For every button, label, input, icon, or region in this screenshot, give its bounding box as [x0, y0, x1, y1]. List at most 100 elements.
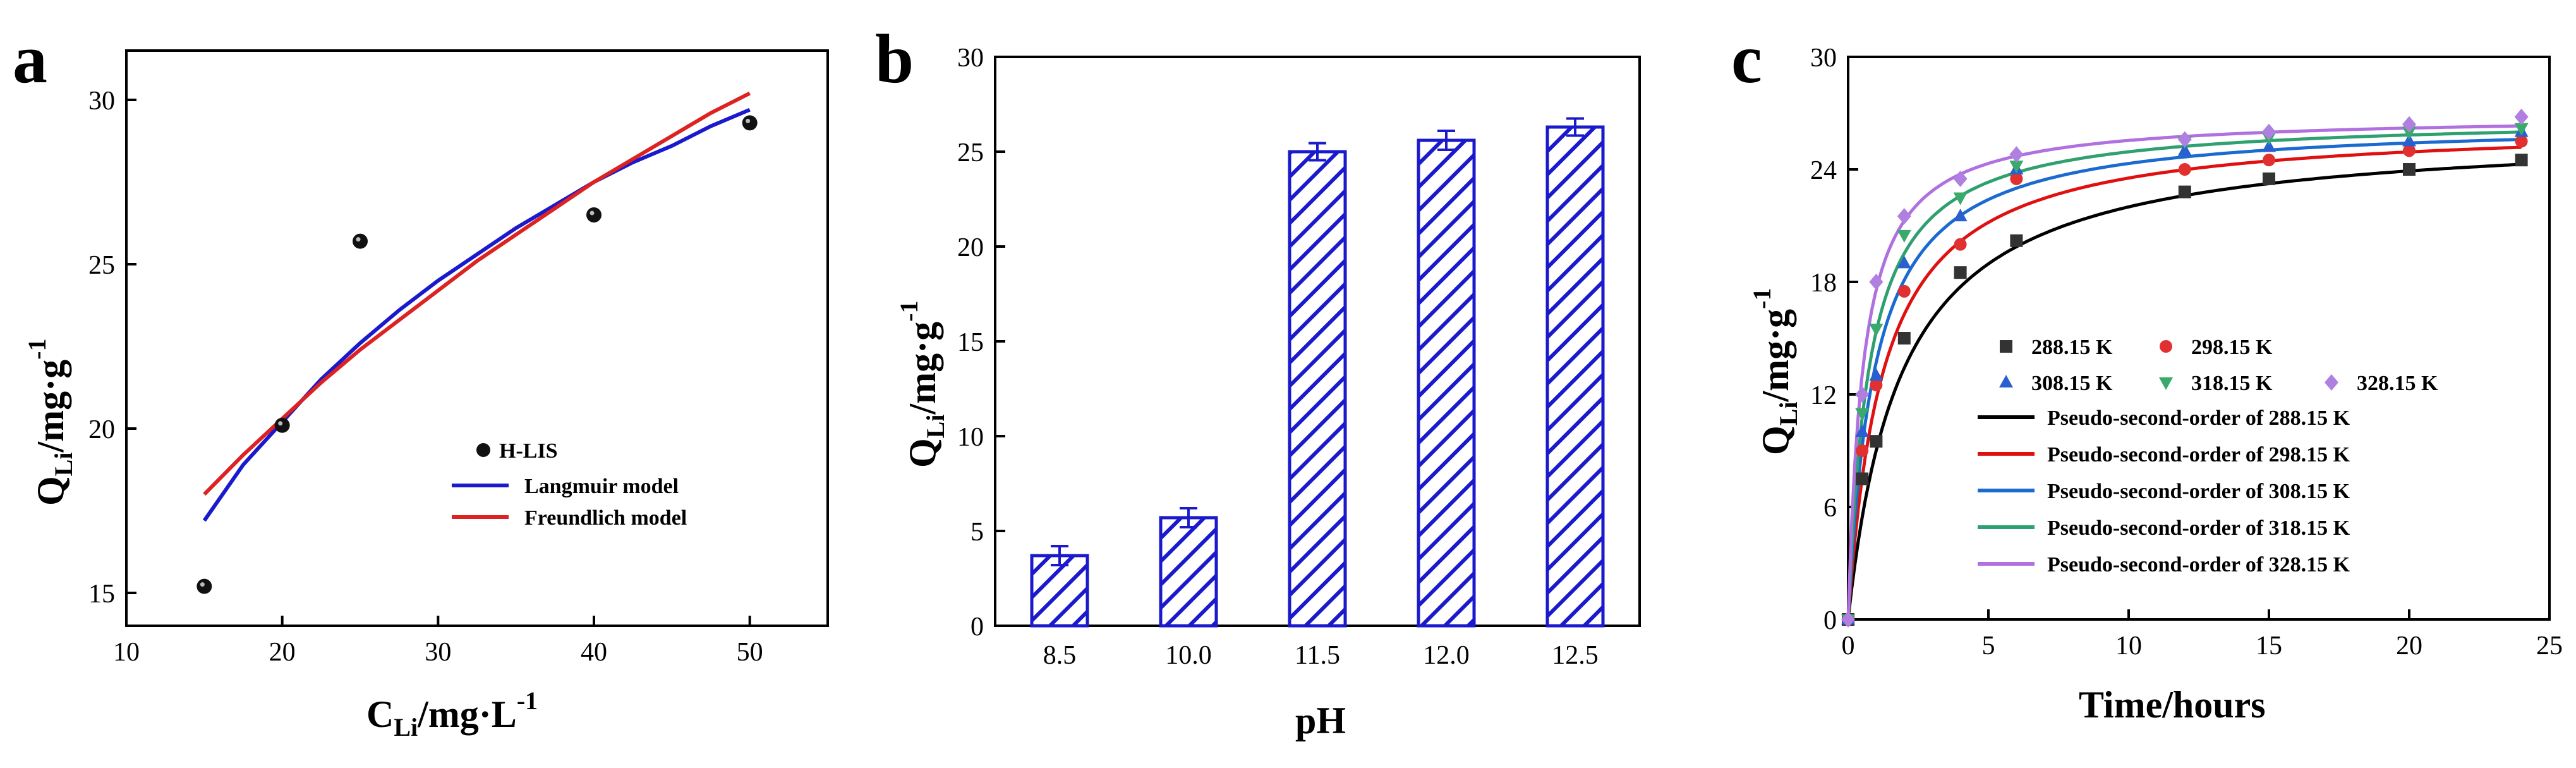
data-point [1856, 444, 1869, 457]
data-point [1953, 192, 1968, 205]
data-point [2402, 133, 2416, 147]
panel-a: a 10 20 30 40 50 15 20 25 30 CLi/mg·L-1 QLi/mg·g… [13, 20, 829, 741]
data-point [1897, 255, 1911, 269]
data-point-highlight [746, 118, 751, 123]
data-point [2514, 108, 2529, 125]
panel-a-frame [125, 49, 829, 627]
legend-label: 328.15 K [2357, 372, 2438, 395]
x-tick-label: 20 [2396, 631, 2422, 661]
data-point [1897, 229, 1911, 243]
panel-c-y-axis-title: QLi/mg·g-1 [1748, 288, 1803, 455]
data-point [1855, 386, 1870, 403]
legend-label: 298.15 K [2191, 336, 2273, 359]
x-tick-label: 30 [425, 638, 451, 667]
data-point-highlight [356, 237, 361, 242]
x-tick-label: 8.5 [1043, 641, 1077, 670]
y-tick-label: 25 [88, 251, 115, 280]
data-point [1897, 284, 1911, 298]
x-tick-label: 20 [269, 638, 296, 667]
panel-c: c 0 5 10 15 20 25 0 6 12 18 24 30 Time/hours QLi/mg… [1731, 20, 2563, 726]
panel-b-letter: b [875, 20, 914, 97]
bar [1159, 516, 1218, 628]
y-tick-label: 30 [1810, 44, 1837, 73]
legend-label: Pseudo-second-order of 308.15 K [2047, 480, 2350, 503]
data-point [2178, 163, 2191, 176]
legend-marker [2159, 377, 2173, 390]
panel-a-y-axis-title: QLi/mg·g-1 [23, 339, 78, 506]
y-tick-label: 0 [971, 613, 984, 642]
data-point [2402, 126, 2416, 140]
panel-c-plot-area [1841, 108, 2529, 628]
x-tick-label: 11.5 [1295, 641, 1340, 670]
panel-c-axes: 0 5 10 15 20 25 0 6 12 18 24 30 [1810, 44, 2563, 661]
legend-langmuir-label: Langmuir model [524, 475, 679, 498]
y-tick-label: 24 [1810, 156, 1837, 185]
panel-b: b 0 5 10 15 20 25 30 8.5 10.0 11.5 12.0 12.5 pH QLi… [875, 20, 1641, 741]
data-point [1870, 379, 1883, 392]
panel-a-legend: H-LIS Langmuir model Freundlich model [452, 439, 687, 530]
y-tick-label: 15 [957, 328, 984, 357]
data-point [1869, 324, 1884, 337]
legend-marker [2160, 340, 2172, 353]
data-point [2402, 116, 2416, 133]
panel-a-x-axis-title: CLi/mg·L-1 [366, 686, 538, 741]
data-point [2514, 123, 2529, 136]
y-tick-label: 30 [88, 87, 115, 116]
data-point [2262, 139, 2276, 152]
y-tick-label: 20 [88, 415, 115, 444]
data-point [1869, 274, 1884, 290]
data-point-highlight [590, 210, 595, 216]
y-tick-label: 18 [1810, 269, 1837, 298]
panel-c-x-axis-title: Time/hours [2079, 684, 2266, 726]
data-point [1855, 424, 1870, 437]
y-tick-label: 6 [1823, 494, 1837, 523]
data-point [2009, 146, 2024, 163]
bar [1417, 138, 1476, 628]
data-point [2010, 172, 2023, 185]
y-tick-label: 25 [957, 138, 984, 168]
legend-label: 308.15 K [2031, 372, 2113, 395]
panel-b-x-axis-title: pH [1295, 700, 1346, 741]
legend-label: Pseudo-second-order of 318.15 K [2047, 516, 2350, 540]
data-point-highlight [278, 421, 283, 426]
data-point [742, 115, 758, 131]
panel-c-letter: c [1731, 20, 1762, 97]
data-point-highlight [200, 582, 205, 587]
data-point [274, 417, 290, 433]
x-tick-label: 50 [737, 638, 763, 667]
y-tick-label: 30 [957, 44, 984, 73]
data-point [2263, 172, 2275, 185]
legend-label: Pseudo-second-order of 328.15 K [2047, 553, 2350, 576]
y-tick-label: 20 [957, 233, 984, 262]
data-point [197, 578, 212, 594]
fit-line [203, 91, 751, 496]
data-point [1897, 208, 1911, 225]
x-tick-label: 15 [2256, 631, 2282, 661]
data-point [2263, 154, 2275, 167]
panel-a-axes: 10 20 30 40 50 15 20 25 30 [88, 87, 763, 667]
data-point [1953, 170, 1968, 187]
data-point [1869, 368, 1884, 381]
x-tick-label: 40 [581, 638, 607, 667]
data-point [1841, 611, 1855, 628]
y-tick-label: 15 [88, 580, 115, 609]
data-point [2403, 144, 2416, 157]
data-point [2262, 123, 2276, 140]
legend-marker [1999, 375, 2013, 387]
x-tick-label: 10 [113, 638, 140, 667]
bar [1545, 125, 1605, 628]
legend-marker [2000, 340, 2012, 353]
legend-marker [2325, 374, 2338, 391]
data-point [2515, 135, 2528, 148]
y-tick-label: 5 [971, 518, 984, 547]
legend-label: 288.15 K [2031, 336, 2113, 359]
data-point [1856, 472, 1869, 485]
x-tick-label: 12.0 [1423, 641, 1470, 670]
x-tick-label: 12.5 [1552, 641, 1599, 670]
data-point [1855, 408, 1870, 421]
y-tick-label: 10 [957, 423, 984, 452]
x-tick-label: 10 [2115, 631, 2142, 661]
data-point [2010, 234, 2023, 247]
bar [1288, 150, 1347, 628]
